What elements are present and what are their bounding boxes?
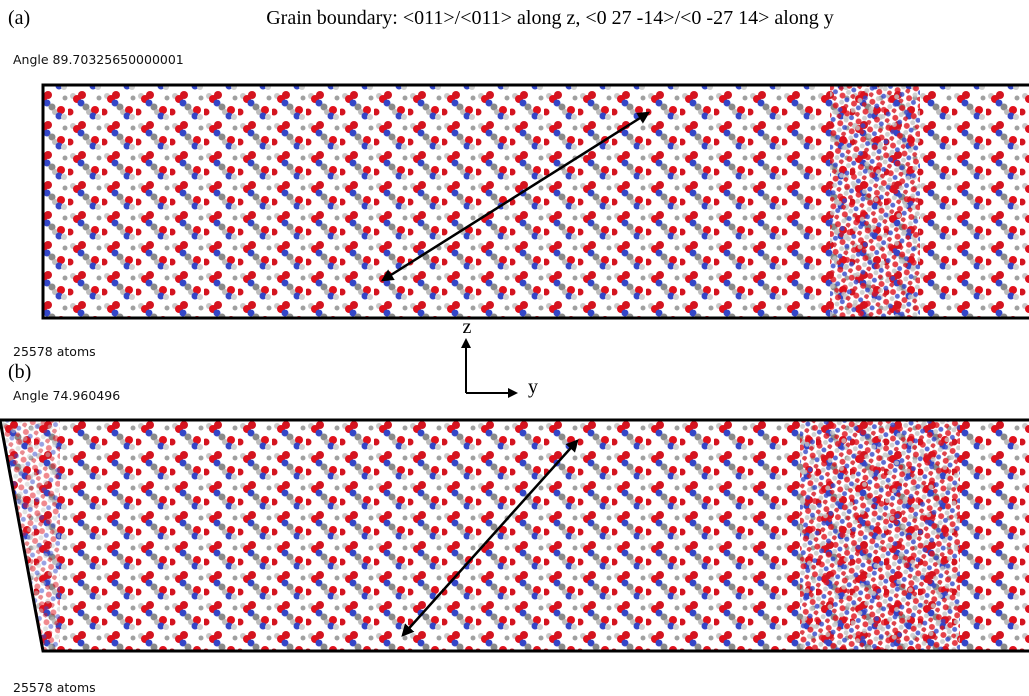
atom-snapshot <box>0 420 1029 651</box>
arrow <box>401 439 579 637</box>
axis-label: y <box>528 376 538 398</box>
atom-count: 25578 atoms <box>13 344 96 359</box>
figure-title: Grain boundary: <011>/<011> along z, <0 … <box>266 7 834 29</box>
angle-label: Angle 89.70325650000001 <box>13 52 184 67</box>
axis-label: z <box>463 316 472 338</box>
axis-indicator: z y <box>461 316 538 398</box>
panel-label: (a) <box>8 7 30 29</box>
arrow <box>380 111 651 282</box>
atom-snapshot <box>43 85 1029 318</box>
cell-box <box>41 83 1029 320</box>
cell-box <box>0 418 1029 653</box>
atom-count: 25578 atoms <box>13 680 96 695</box>
panel-label: (b) <box>8 361 31 383</box>
angle-label: Angle 74.960496 <box>13 388 120 403</box>
